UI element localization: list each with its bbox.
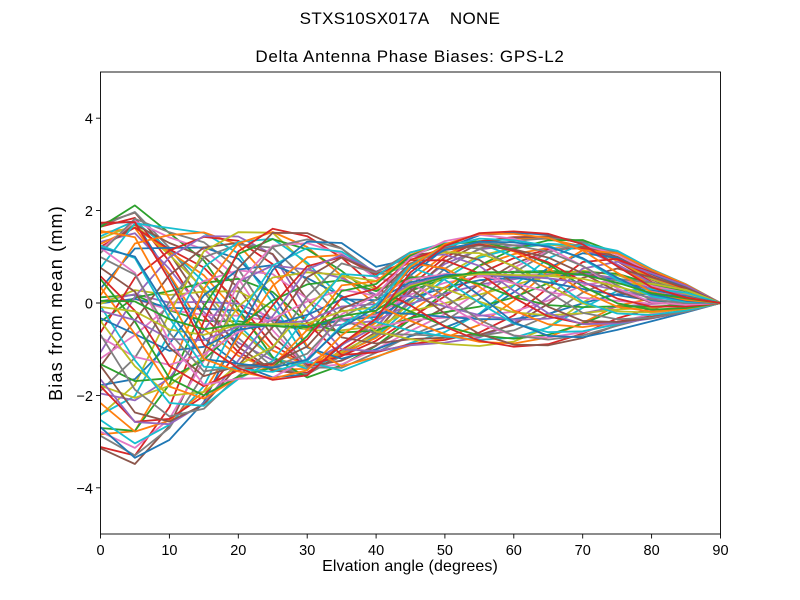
svg-text:20: 20 <box>230 543 246 559</box>
svg-text:−2: −2 <box>76 389 93 405</box>
svg-text:−4: −4 <box>76 481 93 497</box>
svg-text:Bias from mean (mm): Bias from mean (mm) <box>46 205 66 401</box>
svg-text:0: 0 <box>85 297 93 313</box>
svg-text:50: 50 <box>437 543 453 559</box>
svg-text:40: 40 <box>368 543 384 559</box>
svg-text:90: 90 <box>712 543 728 559</box>
svg-text:10: 10 <box>161 543 177 559</box>
svg-text:70: 70 <box>575 543 591 559</box>
svg-text:0: 0 <box>96 543 104 559</box>
svg-text:Elvation angle (degrees): Elvation angle (degrees) <box>322 558 498 575</box>
svg-text:60: 60 <box>506 543 522 559</box>
svg-text:4: 4 <box>85 112 93 128</box>
svg-text:2: 2 <box>85 204 93 220</box>
svg-text:30: 30 <box>299 543 315 559</box>
svg-text:STXS10SX017A NONE: STXS10SX017A NONE <box>300 9 501 28</box>
svg-text:Delta Antenna Phase Biases: GP: Delta Antenna Phase Biases: GPS-L2 <box>255 47 564 66</box>
svg-text:80: 80 <box>644 543 660 559</box>
